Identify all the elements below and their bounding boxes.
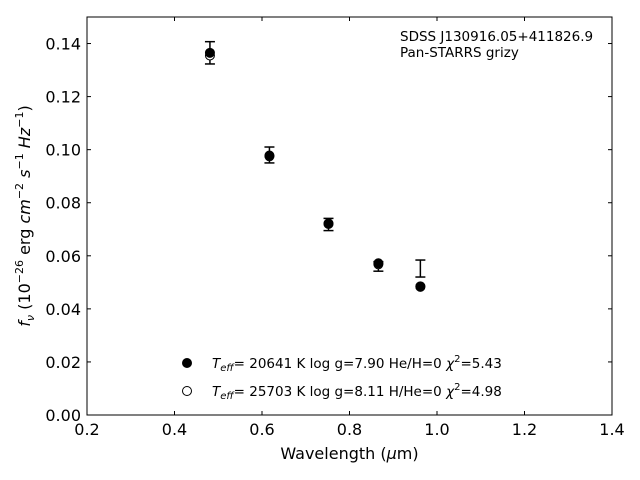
point-filled <box>415 281 426 292</box>
point-filled <box>323 218 334 229</box>
point-filled <box>264 150 275 161</box>
x-tick-label: 1.4 <box>599 420 624 439</box>
x-tick-label: 0.2 <box>74 420 99 439</box>
x-tick-label: 1.0 <box>424 420 449 439</box>
legend-marker-filled <box>182 358 192 368</box>
x-tick-label: 1.2 <box>512 420 537 439</box>
legend: Teff= 20641 K log g=7.90 He/H=0 χ2=5.43 … <box>182 354 502 402</box>
y-tick-label: 0.12 <box>45 88 81 107</box>
y-tick-label: 0.14 <box>45 35 81 54</box>
x-tick-label: 0.8 <box>337 420 362 439</box>
annotation-survey-filters: Pan-STARRS grizy <box>400 45 519 61</box>
y-tick-label: 0.00 <box>45 406 81 425</box>
y-tick-label: 0.02 <box>45 353 81 372</box>
data-points <box>204 47 426 292</box>
y-tick-label: 0.08 <box>45 194 81 213</box>
legend-marker-open <box>182 386 192 396</box>
annotation-object-name: SDSS J130916.05+411826.9 <box>400 29 593 45</box>
y-axis-title: fν (10−26 erg cm−2 s−1 Hz−1) <box>13 105 37 326</box>
y-tick-label: 0.10 <box>45 141 81 160</box>
x-tick-label: 0.6 <box>249 420 274 439</box>
point-filled <box>204 47 215 58</box>
error-bars <box>204 40 426 278</box>
y-axis-ticks: 0.00 0.02 0.04 0.06 0.08 0.10 0.12 0.14 <box>45 35 612 425</box>
y-tick-label: 0.04 <box>45 300 81 319</box>
legend-entry-2: Teff= 25703 K log g=8.11 H/He=0 χ2=4.98 <box>212 382 502 402</box>
x-tick-label: 0.4 <box>162 420 187 439</box>
y-tick-label: 0.06 <box>45 247 81 266</box>
point-filled <box>373 258 384 269</box>
legend-entry-1: Teff= 20641 K log g=7.90 He/H=0 χ2=5.43 <box>212 354 502 374</box>
x-axis-ticks: 0.2 0.4 0.6 0.8 1.0 1.2 1.4 <box>74 17 625 439</box>
x-axis-title: Wavelength (μm) <box>280 444 418 463</box>
